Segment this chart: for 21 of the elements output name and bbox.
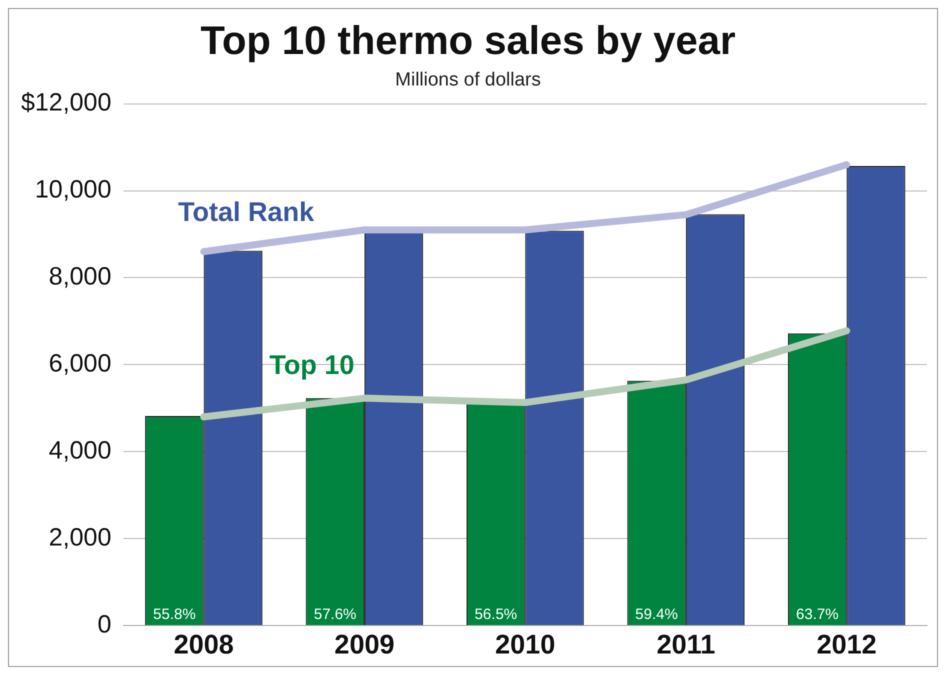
y-tick-label: 6,000 <box>48 350 112 378</box>
annotation: 57.6% <box>314 606 356 624</box>
x-tick-label: 2008 <box>174 629 234 660</box>
y-tick-label: 4,000 <box>48 436 112 465</box>
annotation: 56.5% <box>474 606 518 624</box>
annotation: 59.4% <box>635 606 678 624</box>
y-tick-label: 2,000 <box>48 524 112 552</box>
y-tick-label: 10,000 <box>34 176 112 204</box>
x-tick-label: 2012 <box>816 629 877 660</box>
x-tick-label: 2011 <box>656 629 716 660</box>
x-tick-label: 2009 <box>334 629 394 660</box>
y-tick-label: 8,000 <box>48 262 112 291</box>
series-label: Total Rank <box>178 196 316 227</box>
x-tick-label: 2010 <box>495 629 556 660</box>
y-tick-label: $12,000 <box>20 88 112 117</box>
y-tick-label: 0 <box>97 610 112 638</box>
annotation: 55.8% <box>153 606 196 624</box>
annotation: 63.7% <box>796 606 839 624</box>
chart-subtitle: Millions of dollars <box>395 70 541 91</box>
chart-title: Top 10 thermo sales by year <box>200 19 736 64</box>
series-label: Top 10 <box>269 350 354 380</box>
